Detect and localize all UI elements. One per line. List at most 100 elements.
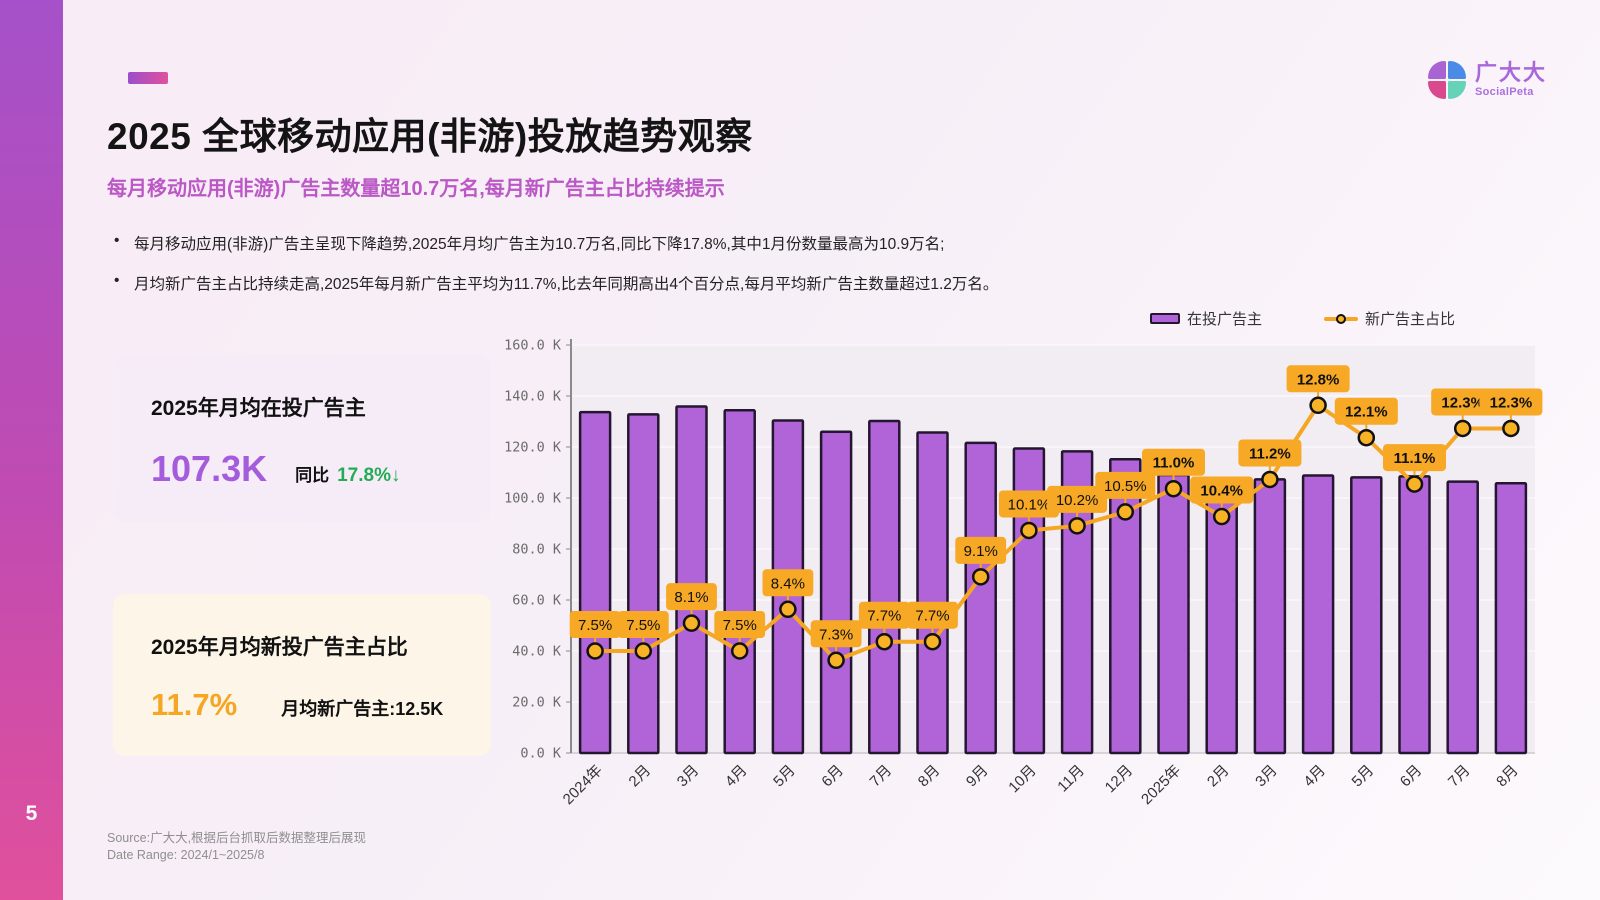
line-point <box>923 632 942 651</box>
data-label: 10.1% <box>1008 496 1051 513</box>
stat-card-title: 2025年月均在投广告主 <box>151 397 366 420</box>
title-accent-dash <box>128 72 168 84</box>
line-point <box>971 568 990 586</box>
data-label: 7.5% <box>626 617 660 634</box>
source-note: Source:广大大,根据后台抓取后数据整理后展现 Date Range: 20… <box>107 830 366 864</box>
data-label: 10.5% <box>1104 478 1147 495</box>
data-label-chip <box>810 620 862 648</box>
bar <box>964 441 997 755</box>
stat-label: 同比 <box>295 466 330 485</box>
y-axis-label: 120.0 K <box>505 440 562 456</box>
brand-subname: SocialPeta <box>1475 86 1534 98</box>
x-axis-label: 9月 <box>963 762 992 791</box>
bar <box>1446 480 1479 755</box>
y-axis-label: 20.0 K <box>512 695 562 711</box>
legend-label: 新广告主占比 <box>1364 311 1455 328</box>
x-axis-label: 2月 <box>626 762 655 791</box>
data-label-chip <box>617 611 669 638</box>
x-axis-label: 8月 <box>915 762 944 791</box>
x-axis-label: 5月 <box>1349 762 1378 791</box>
socialpeta-logo-icon <box>1428 61 1466 99</box>
data-label-chip <box>1286 365 1350 393</box>
data-label: 9.1% <box>964 543 998 560</box>
combo-chart-canvas: 0.0 K 20.0 K 40.0 K 60.0 K 80.0 K 100.0 K 120.… <box>505 338 1543 808</box>
data-label: 11.1% <box>1394 450 1436 467</box>
data-label: 11.0% <box>1153 455 1195 472</box>
data-label-chip <box>1047 485 1108 513</box>
line-point <box>1357 428 1376 447</box>
x-axis-label: 7月 <box>1445 762 1474 791</box>
x-axis-label: 3月 <box>1252 762 1281 791</box>
page-number: 5 <box>25 802 38 825</box>
bar <box>675 405 708 755</box>
y-axis-label: 40.0 K <box>512 644 562 660</box>
bar <box>916 431 949 755</box>
stat-delta: 17.8%↓ <box>337 465 401 486</box>
x-axis-label: 2024年 <box>560 762 606 808</box>
bar <box>1494 481 1528 755</box>
x-axis-label: 4月 <box>722 762 751 791</box>
data-label-chip <box>858 601 910 629</box>
data-label: 10.2% <box>1056 492 1099 509</box>
y-axis-label: 160.0 K <box>505 338 562 354</box>
date-range-line: Date Range: 2024/1~2025/8 <box>107 848 265 862</box>
line-point <box>586 642 604 660</box>
stat-label: 月均新广告主:12.5K <box>281 699 444 719</box>
line-point <box>1068 517 1086 535</box>
bar <box>1109 457 1142 755</box>
bar <box>627 413 660 755</box>
chart-legend: 在投广告主 新广告主占比 <box>1149 308 1455 329</box>
line-point <box>1212 507 1231 526</box>
bar <box>1301 474 1335 755</box>
data-label-chip <box>955 536 1007 564</box>
line-point <box>682 614 701 632</box>
stat-card-title: 2025年月均新投广告主占比 <box>151 636 408 659</box>
stat-value: 11.7% <box>151 687 238 722</box>
data-label-chip <box>1479 388 1543 416</box>
bar <box>723 409 756 755</box>
line-point <box>1020 521 1038 540</box>
data-label: 7.7% <box>867 608 901 625</box>
x-axis-label: 11月 <box>1054 762 1088 796</box>
bullet-item: 月均新广告主占比持续走高,2025年每月新广告主平均为11.7%,比去年同期高出… <box>110 272 1210 294</box>
line-point <box>779 600 797 619</box>
key-findings: 每月移动应用(非游)广告主呈现下降趋势,2025年月均广告主为10.7万名,同比… <box>110 232 1210 312</box>
data-label: 12.1% <box>1345 404 1388 421</box>
brand-name: 广大大 <box>1475 60 1548 85</box>
bar <box>1398 475 1431 755</box>
y-axis-label: 0.0 K <box>520 746 562 762</box>
line-point <box>1164 479 1183 498</box>
data-label: 7.7% <box>915 608 949 625</box>
page-subtitle: 每月移动应用(非游)广告主数量超10.7万名,每月新广告主占比持续提示 <box>107 178 725 200</box>
y-axis-label: 140.0 K <box>505 389 562 405</box>
x-axis-label: 6月 <box>1397 762 1426 791</box>
bar <box>578 410 612 755</box>
data-label-chip <box>1190 476 1254 504</box>
line-point <box>634 642 653 660</box>
x-axis-label: 12月 <box>1102 762 1136 796</box>
data-label: 7.5% <box>723 617 757 634</box>
source-line: Source:广大大,根据后台抓取后数据整理后展现 <box>107 831 367 845</box>
data-label-chip <box>998 490 1059 518</box>
side-accent-strip <box>0 0 63 900</box>
legend-item-line: 新广告主占比 <box>1323 308 1455 329</box>
data-label: 8.1% <box>674 589 708 606</box>
line-point <box>1453 419 1472 438</box>
data-label-chip <box>1238 439 1302 467</box>
bar <box>1253 478 1287 755</box>
y-axis-label: 100.0 K <box>505 491 562 507</box>
data-label: 7.3% <box>819 626 853 643</box>
data-label-chip <box>666 583 717 611</box>
x-axis-label: 2025年 <box>1138 762 1184 808</box>
y-axis-label: 80.0 K <box>512 542 562 558</box>
data-label: 11.2% <box>1249 445 1291 462</box>
stat-card-new-advertiser-ratio: 2025年月均新投广告主占比 11.7% 月均新广告主:12.5K <box>113 594 491 756</box>
data-label-chip <box>569 611 621 638</box>
data-label-chip <box>1334 397 1398 425</box>
line-swatch-icon <box>1323 313 1358 324</box>
stat-value: 107.3K <box>151 448 268 489</box>
data-label: 12.8% <box>1297 371 1340 388</box>
data-label-chip <box>1431 388 1495 416</box>
trend-line <box>593 403 1513 663</box>
